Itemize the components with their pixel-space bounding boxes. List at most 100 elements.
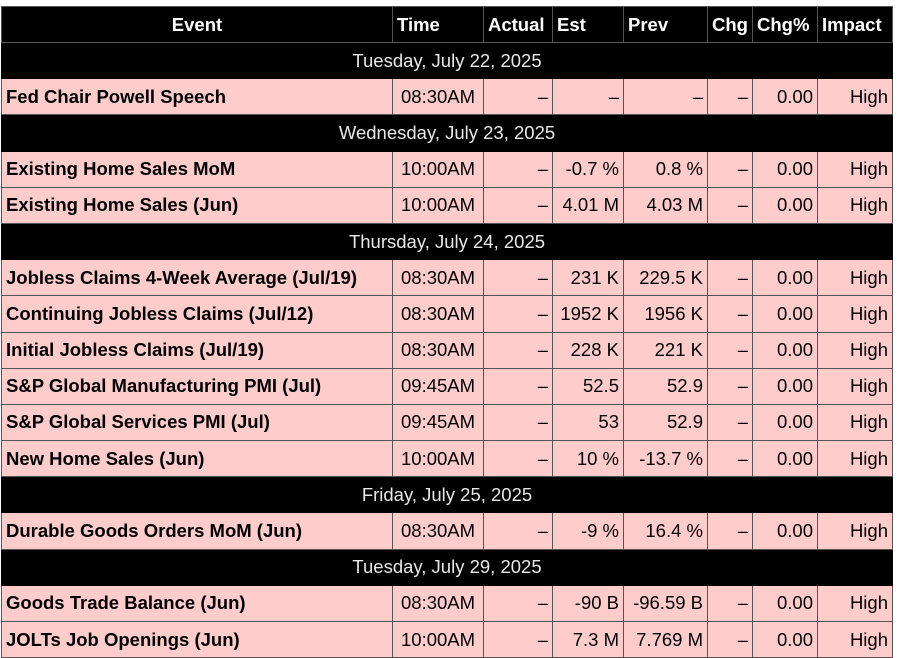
event-est: -90 B <box>552 584 624 623</box>
event-name: Goods Trade Balance (Jun) <box>1 584 393 623</box>
event-impact: High <box>817 584 893 623</box>
event-prev: 52.9 <box>623 403 708 442</box>
event-actual: – <box>483 259 553 297</box>
event-actual: – <box>483 186 553 224</box>
event-name: Fed Chair Powell Speech <box>1 78 393 116</box>
event-est: 1952 K <box>552 295 624 333</box>
event-actual: – <box>483 620 553 658</box>
event-chg: – <box>707 186 753 224</box>
event-row[interactable]: Existing Home Sales MoM 10:00AM – -0.7 % 0.8… <box>1 150 893 188</box>
header-row: Event Time Actual Est Prev Chg Chg% Impa… <box>1 6 893 43</box>
event-name: New Home Sales (Jun) <box>1 440 393 478</box>
event-prev: 4.03 M <box>623 186 708 224</box>
event-impact: High <box>817 403 893 442</box>
event-chg-pct: 0.00 <box>752 440 818 478</box>
event-prev: 52.9 <box>623 367 708 405</box>
event-actual: – <box>483 150 553 188</box>
event-chg-pct: 0.00 <box>752 259 818 297</box>
event-prev: -13.7 % <box>623 440 708 478</box>
event-chg: – <box>707 620 753 658</box>
event-row[interactable]: Durable Goods Orders MoM (Jun) 08:30AM – -9… <box>1 512 893 550</box>
date-row: Friday, July 25, 2025 <box>1 476 893 514</box>
event-impact: High <box>817 150 893 188</box>
header-event[interactable]: Event <box>1 6 393 43</box>
event-chg-pct: 0.00 <box>752 367 818 405</box>
event-chg-pct: 0.00 <box>752 295 818 333</box>
event-row[interactable]: Jobless Claims 4-Week Average (Jul/19) 08… <box>1 259 893 297</box>
header-impact[interactable]: Impact <box>817 6 893 43</box>
event-chg: – <box>707 78 753 116</box>
event-chg: – <box>707 367 753 405</box>
event-time: 09:45AM <box>392 367 484 405</box>
event-chg-pct: 0.00 <box>752 620 818 658</box>
event-chg-pct: 0.00 <box>752 331 818 369</box>
event-impact: High <box>817 295 893 333</box>
event-actual: – <box>483 584 553 623</box>
calendar-table: Event Time Actual Est Prev Chg Chg% Impa… <box>1 6 893 658</box>
event-row[interactable]: JOLTs Job Openings (Jun) 10:00AM –7.3 M 7.7… <box>1 620 893 658</box>
event-est: 228 K <box>552 331 624 369</box>
event-chg: – <box>707 440 753 478</box>
event-name: S&P Global Services PMI (Jul) <box>1 403 393 442</box>
event-actual: – <box>483 403 553 442</box>
event-est: 53 <box>552 403 624 442</box>
event-chg: – <box>707 259 753 297</box>
event-row[interactable]: S&P Global Services PMI (Jul) 09:45AM –53 5… <box>1 403 893 442</box>
event-impact: High <box>817 367 893 405</box>
event-prev: 0.8 % <box>623 150 708 188</box>
date-label: Tuesday, July 22, 2025 <box>1 41 893 80</box>
event-chg: – <box>707 512 753 550</box>
header-est[interactable]: Est <box>552 6 624 43</box>
event-name: Jobless Claims 4-Week Average (Jul/19) <box>1 259 393 297</box>
event-impact: High <box>817 186 893 224</box>
header-chg-pct[interactable]: Chg% <box>752 6 818 43</box>
event-chg-pct: 0.00 <box>752 584 818 623</box>
event-chg-pct: 0.00 <box>752 512 818 550</box>
event-chg-pct: 0.00 <box>752 186 818 224</box>
event-time: 10:00AM <box>392 620 484 658</box>
event-chg: – <box>707 295 753 333</box>
event-actual: – <box>483 440 553 478</box>
event-impact: High <box>817 620 893 658</box>
event-row[interactable]: Initial Jobless Claims (Jul/19) 08:30AM –2… <box>1 331 893 369</box>
event-row[interactable]: New Home Sales (Jun) 10:00AM –10 % -13.7 % –… <box>1 440 893 478</box>
event-chg: – <box>707 584 753 623</box>
date-label: Tuesday, July 29, 2025 <box>1 548 893 586</box>
date-row: Wednesday, July 23, 2025 <box>1 114 893 152</box>
date-label: Wednesday, July 23, 2025 <box>1 114 893 152</box>
event-chg-pct: 0.00 <box>752 403 818 442</box>
event-chg-pct: 0.00 <box>752 150 818 188</box>
event-time: 08:30AM <box>392 584 484 623</box>
event-time: 10:00AM <box>392 440 484 478</box>
event-prev: 16.4 % <box>623 512 708 550</box>
event-row[interactable]: Continuing Jobless Claims (Jul/12) 08:30A… <box>1 295 893 333</box>
event-actual: – <box>483 367 553 405</box>
event-time: 08:30AM <box>392 259 484 297</box>
event-row[interactable]: Fed Chair Powell Speech 08:30AM – – – –0.00 Hi… <box>1 78 893 116</box>
event-name: Durable Goods Orders MoM (Jun) <box>1 512 393 550</box>
event-name: Continuing Jobless Claims (Jul/12) <box>1 295 393 333</box>
event-impact: High <box>817 331 893 369</box>
event-name: JOLTs Job Openings (Jun) <box>1 620 393 658</box>
header-prev[interactable]: Prev <box>623 6 708 43</box>
event-prev: -96.59 B <box>623 584 708 623</box>
event-est: – <box>552 78 624 116</box>
event-row[interactable]: S&P Global Manufacturing PMI (Jul) 09:45A… <box>1 367 893 405</box>
event-time: 08:30AM <box>392 78 484 116</box>
event-prev: 1956 K <box>623 295 708 333</box>
header-chg[interactable]: Chg <box>707 6 753 43</box>
calendar-body: Tuesday, July 22, 2025 Fed Chair Powell S… <box>1 41 893 658</box>
event-row[interactable]: Goods Trade Balance (Jun) 08:30AM – -90 B -9… <box>1 584 893 623</box>
header-actual[interactable]: Actual <box>483 6 553 43</box>
event-name: Existing Home Sales MoM <box>1 150 393 188</box>
event-impact: High <box>817 512 893 550</box>
header-time[interactable]: Time <box>392 6 484 43</box>
economic-calendar: Event Time Actual Est Prev Chg Chg% Impa… <box>1 6 893 658</box>
event-impact: High <box>817 78 893 116</box>
event-name: Initial Jobless Claims (Jul/19) <box>1 331 393 369</box>
event-est: 231 K <box>552 259 624 297</box>
event-chg: – <box>707 331 753 369</box>
event-prev: 229.5 K <box>623 259 708 297</box>
event-name: Existing Home Sales (Jun) <box>1 186 393 224</box>
